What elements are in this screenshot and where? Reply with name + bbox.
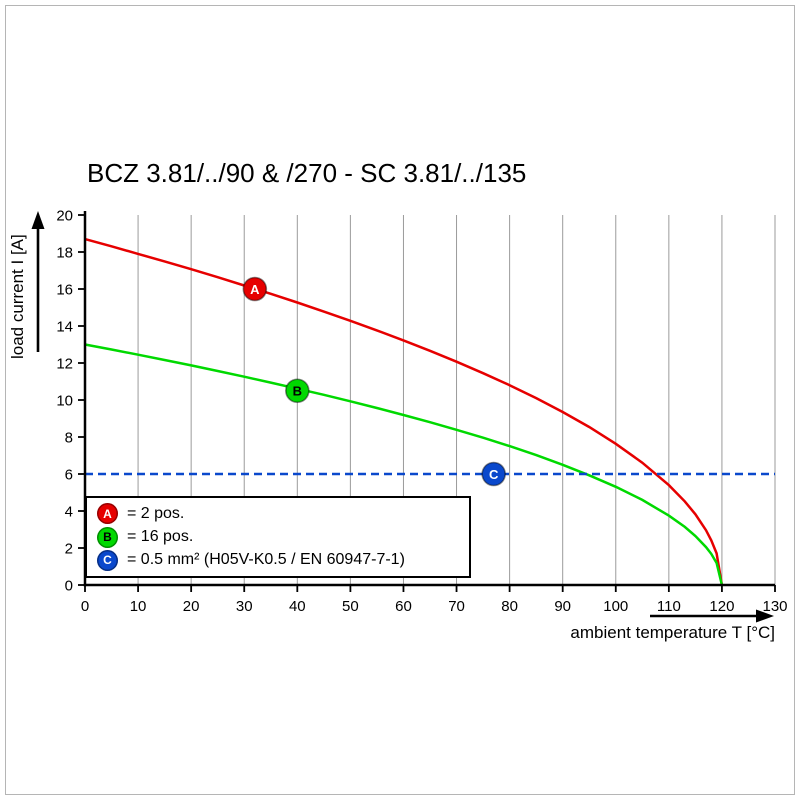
series-a-marker-icon bbox=[242, 276, 268, 302]
x-tick-label: 10 bbox=[130, 598, 147, 615]
x-tick-label: 80 bbox=[501, 598, 518, 615]
y-tick-label: 4 bbox=[65, 504, 73, 521]
y-axis-label: load current I [A] bbox=[8, 234, 27, 359]
y-tick-label: 10 bbox=[56, 393, 73, 410]
series-b-marker-icon bbox=[285, 378, 310, 404]
legend-item-b: B = 16 pos. bbox=[97, 526, 459, 548]
series-a-legend-marker-icon: A bbox=[97, 503, 118, 525]
x-tick-label: 130 bbox=[762, 598, 787, 615]
y-tick-label: 18 bbox=[56, 245, 73, 262]
series-c-legend-marker-icon: C bbox=[97, 549, 118, 571]
y-axis-arrowhead-icon bbox=[31, 211, 45, 229]
legend-item-a: A = 2 pos. bbox=[97, 503, 459, 525]
y-tick-label: 0 bbox=[65, 578, 73, 595]
series-c-marker-icon bbox=[481, 461, 506, 487]
legend-label-a: = 2 pos. bbox=[127, 504, 185, 522]
x-axis-arrowhead-icon bbox=[756, 609, 774, 623]
x-axis-label: ambient temperature T [°C] bbox=[570, 623, 775, 642]
series-b-curve bbox=[84, 343, 724, 586]
x-tick-label: 30 bbox=[236, 598, 253, 615]
series-b-legend-marker-icon: B bbox=[97, 526, 118, 548]
y-tick-label: 16 bbox=[56, 282, 73, 299]
series-c-marker-letter: C bbox=[489, 467, 499, 482]
chart-title: BCZ 3.81/../90 & /270 - SC 3.81/../135 bbox=[87, 158, 527, 188]
series-a-curve bbox=[84, 237, 724, 586]
x-tick-label: 110 bbox=[657, 598, 681, 615]
x-tick-label: 70 bbox=[448, 598, 465, 615]
legend-item-c: C = 0.5 mm² (H05V-K0.5 / EN 60947-7-1) bbox=[97, 549, 459, 571]
x-tick-label: 120 bbox=[709, 598, 734, 615]
x-tick-label: 100 bbox=[603, 598, 628, 615]
x-tick-label: 40 bbox=[289, 598, 306, 615]
y-tick-label: 6 bbox=[65, 467, 73, 484]
x-tick-label: 60 bbox=[395, 598, 412, 615]
legend-label-b: = 16 pos. bbox=[127, 528, 194, 545]
y-tick-label: 14 bbox=[56, 319, 73, 336]
y-tick-label: 12 bbox=[56, 356, 73, 373]
legend: A = 2 pos. B = 16 pos. C = 0.5 mm² (H05V… bbox=[85, 496, 471, 578]
series-b-marker-letter: B bbox=[293, 384, 302, 399]
x-tick-label: 90 bbox=[554, 598, 571, 615]
series-a-marker-letter: A bbox=[250, 282, 260, 297]
y-tick-label: 2 bbox=[65, 541, 73, 558]
x-tick-label: 20 bbox=[183, 598, 200, 615]
x-tick-label: 0 bbox=[81, 598, 89, 615]
legend-label-c: = 0.5 mm² (H05V-K0.5 / EN 60947-7-1) bbox=[127, 551, 405, 569]
y-tick-label: 8 bbox=[65, 430, 73, 447]
x-tick-label: 50 bbox=[342, 598, 359, 615]
y-tick-label: 20 bbox=[56, 208, 73, 225]
